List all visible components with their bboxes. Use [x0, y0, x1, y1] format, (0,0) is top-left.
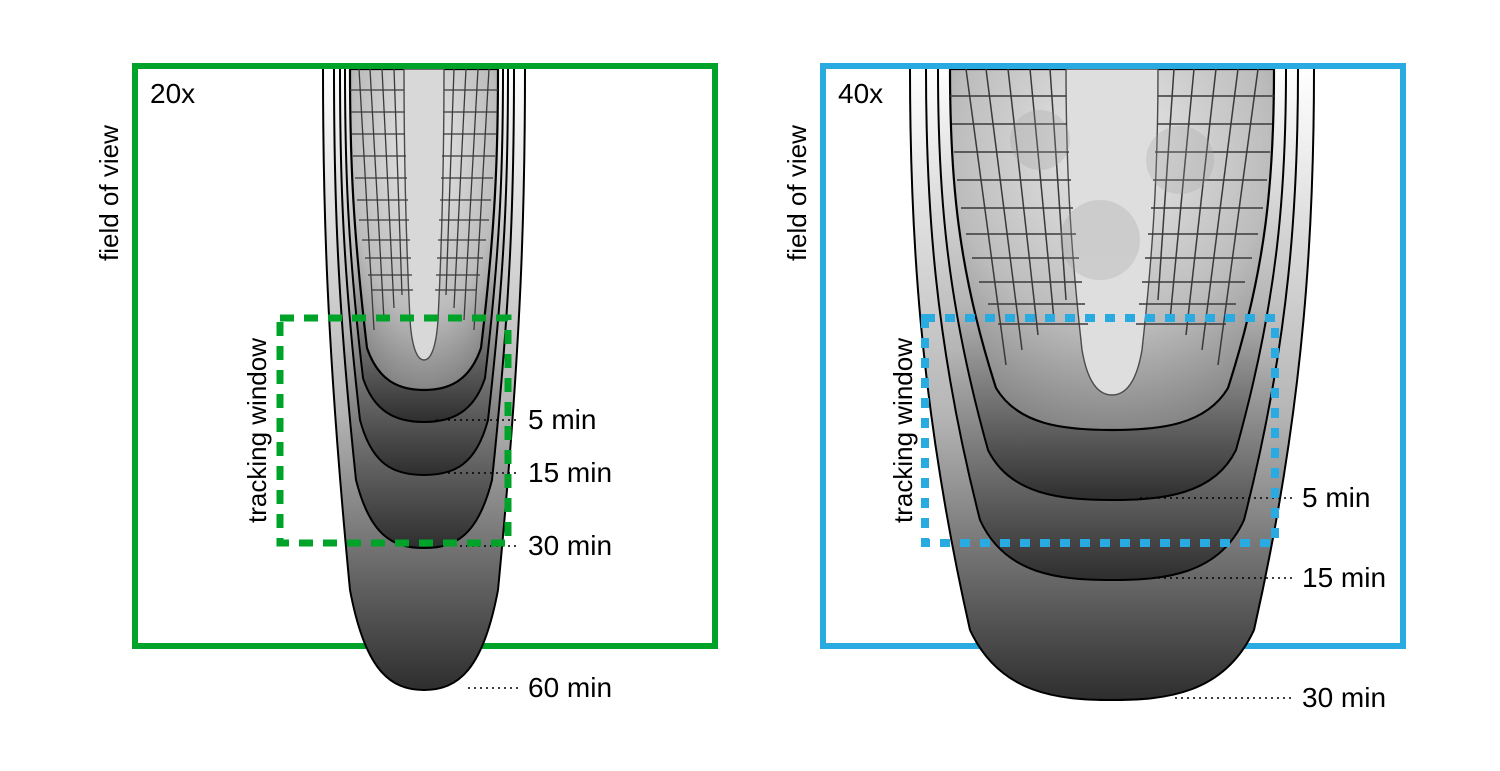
time-label-right-5: 5 min — [1302, 482, 1370, 514]
time-label-right-30: 30 min — [1302, 682, 1386, 714]
time-label-right-15: 15 min — [1302, 562, 1386, 594]
panel-right-40x: field of view tracking window 40x — [0, 0, 1500, 771]
tracking-box-right-svg — [0, 0, 1500, 771]
